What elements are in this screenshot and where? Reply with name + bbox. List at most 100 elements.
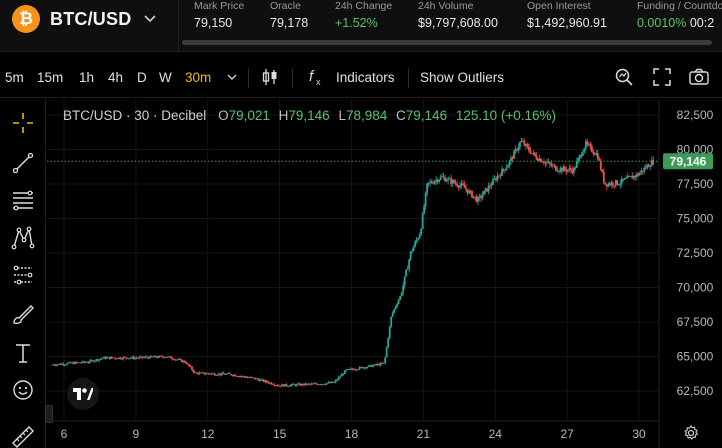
show-outliers-button[interactable]: Show Outliers	[420, 70, 505, 85]
candle-down	[307, 382, 310, 386]
candle-up	[140, 355, 143, 359]
candle-body	[164, 357, 166, 358]
candle-body	[411, 250, 414, 252]
candle-type-icon[interactable]	[260, 67, 280, 87]
candle-down	[535, 152, 538, 161]
candle-down	[637, 172, 640, 177]
ruler-icon[interactable]	[10, 424, 36, 448]
camera-icon[interactable]	[689, 67, 709, 87]
pair-selector[interactable]: ₿ BTC/USD	[12, 5, 159, 33]
candle-up	[330, 381, 333, 384]
emoji-icon[interactable]	[10, 377, 36, 403]
stat-funding: Funding / Countdown 0.0010% 00:2	[637, 0, 722, 31]
candle-body	[565, 169, 568, 172]
candle-body	[83, 361, 86, 363]
candle-body	[318, 384, 321, 386]
candle-body	[146, 356, 149, 358]
candle-body	[143, 357, 146, 359]
zoom-search-icon[interactable]	[614, 67, 634, 87]
candle-up	[525, 143, 527, 150]
timeframe-15m[interactable]: 15m	[37, 70, 64, 85]
timeframe-4h[interactable]: 4h	[108, 70, 124, 85]
crosshair-icon[interactable]	[10, 110, 36, 136]
indicators-button[interactable]: Indicators	[336, 70, 395, 85]
candle-down	[258, 378, 261, 382]
brush-icon[interactable]	[10, 301, 36, 327]
timeframe-dropdown-icon[interactable]	[222, 67, 242, 87]
candle-body	[553, 165, 556, 167]
candle-body	[306, 383, 309, 385]
trendline-icon[interactable]	[10, 150, 36, 176]
fullscreen-icon[interactable]	[652, 67, 672, 87]
candle-up	[632, 175, 635, 181]
candle-body	[541, 161, 544, 163]
timeframe-30m-active[interactable]: 30m	[185, 70, 212, 85]
stats-scrollbar[interactable]	[182, 40, 712, 45]
candle-down	[613, 185, 616, 190]
candle-up	[403, 276, 406, 289]
candle-up	[325, 383, 328, 386]
timeframe-d[interactable]: D	[137, 70, 147, 85]
candle-up	[138, 355, 141, 359]
tradingview-logo-icon[interactable]	[67, 378, 99, 410]
date-tick-label: 21	[417, 427, 431, 441]
candle-up	[607, 182, 610, 188]
candle-down	[116, 358, 119, 360]
candle-body	[498, 175, 500, 177]
ohlc-legend: BTC/USD · 30 · Decibel O79,021 H79,146 L…	[63, 108, 556, 123]
candle-body	[315, 383, 318, 385]
candle-down	[201, 371, 204, 374]
candle-body	[466, 189, 469, 194]
candle-body	[195, 372, 198, 374]
candle-body	[57, 363, 60, 365]
chart-settings-gear-icon[interactable]	[683, 425, 699, 441]
toolbar-collapse-handle[interactable]	[45, 405, 53, 423]
candle-up	[538, 154, 541, 162]
candle-down	[360, 366, 363, 368]
timeframe-1h[interactable]: 1h	[79, 70, 95, 85]
candle-body	[289, 384, 292, 387]
toolbar-divider	[292, 68, 293, 88]
candle-body	[596, 153, 599, 159]
candle-down	[647, 163, 650, 168]
text-tool-icon[interactable]	[10, 340, 36, 366]
candle-up	[415, 237, 418, 244]
timeframe-w[interactable]: W	[159, 70, 172, 85]
candle-body	[399, 296, 402, 300]
candle-down	[248, 376, 250, 379]
candle-body	[402, 285, 405, 293]
candle-up	[274, 384, 277, 387]
candle-up	[574, 165, 577, 171]
candle-body	[563, 166, 566, 170]
candle-up	[409, 251, 412, 261]
candle-body	[486, 188, 488, 192]
svg-text:f: f	[309, 68, 315, 85]
candle-up	[557, 170, 560, 175]
candle-down	[315, 382, 318, 385]
candle-body	[477, 197, 479, 203]
candle-up	[200, 371, 202, 374]
candle-up	[477, 195, 479, 205]
fib-retracement-icon[interactable]	[10, 187, 36, 213]
projection-icon[interactable]	[10, 262, 36, 288]
candle-down	[125, 357, 128, 360]
candle-body	[304, 383, 307, 385]
candle-body	[439, 176, 442, 180]
candle-body	[280, 384, 283, 387]
candle-down	[135, 356, 138, 360]
chevron-down-icon[interactable]	[141, 10, 159, 28]
candle-up	[367, 365, 370, 368]
candle-body	[294, 384, 297, 386]
pattern-icon[interactable]	[10, 225, 36, 251]
candle-body	[420, 229, 423, 236]
candle-down	[270, 381, 273, 385]
candle-body	[197, 372, 199, 375]
candle-up	[373, 363, 376, 366]
timeframe-5m[interactable]: 5m	[5, 70, 24, 85]
candle-body	[463, 184, 466, 188]
candlestick-chart[interactable]: 82,500 80,000 77,500 75,000 72,500 70,000 67,5…	[47, 99, 722, 448]
price-chart[interactable]: 82,500 80,000 77,500 75,000 72,500 70,000 67,5…	[47, 99, 722, 448]
candle-up	[635, 171, 638, 180]
candle-up	[303, 383, 306, 386]
